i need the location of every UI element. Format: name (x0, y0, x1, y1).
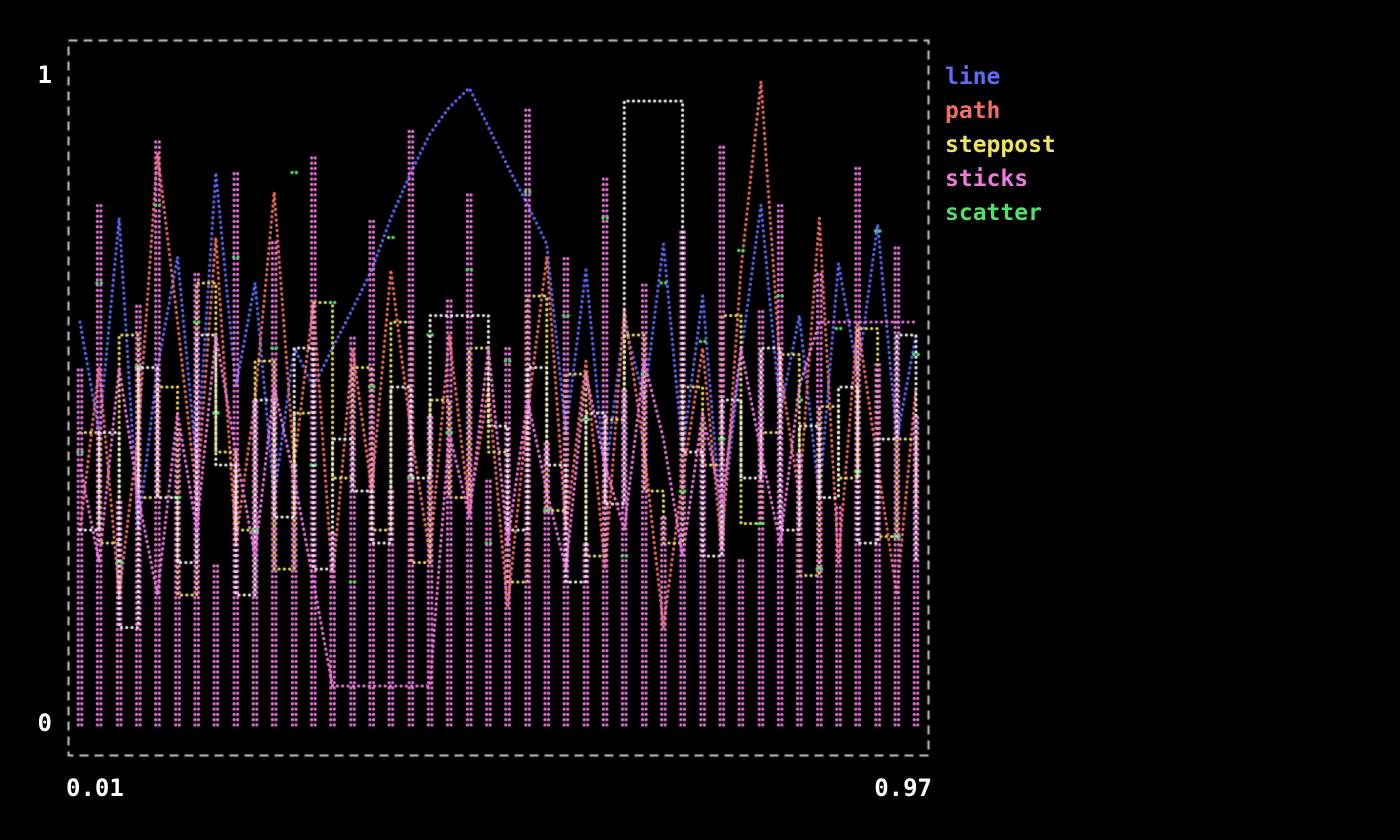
legend-item-steppost: steppost (945, 132, 1056, 158)
x-axis-tick-right: 0.97 (874, 774, 932, 802)
y-axis-tick-bottom: 0 (37, 709, 52, 737)
plot-legend: line path steppost sticks scatter (945, 60, 1056, 230)
x-axis-tick-left: 0.01 (66, 774, 124, 802)
legend-item-scatter: scatter (945, 200, 1042, 226)
y-axis-tick-top: 1 (37, 61, 52, 89)
legend-item-path: path (945, 98, 1001, 124)
legend-item-line: line (945, 64, 1001, 90)
legend-item-sticks: sticks (945, 166, 1029, 192)
